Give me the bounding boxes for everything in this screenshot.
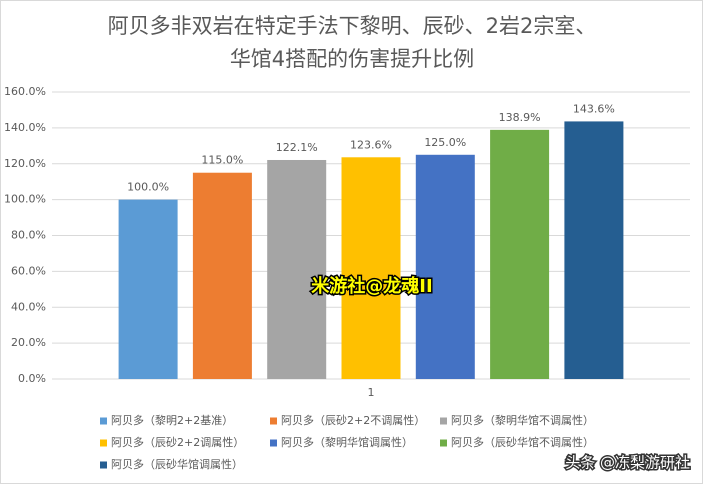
y-tick-label: 80.0% [11, 229, 46, 242]
data-label: 115.0% [201, 154, 243, 167]
data-label: 123.6% [350, 138, 392, 151]
legend-marker [270, 439, 277, 447]
legend-label: 阿贝多（辰砂华馆不调属性） [451, 435, 594, 449]
y-tick-label: 140.0% [4, 121, 46, 134]
y-tick-label: 100.0% [4, 193, 46, 206]
bar [192, 172, 252, 379]
bar [564, 121, 624, 379]
data-label: 122.1% [276, 141, 318, 154]
chart-title: 阿贝多非双岩在特定手法下黎明、辰砂、2岩2宗室、 [108, 14, 597, 38]
legend-label: 阿贝多（黎明华馆调属性） [281, 435, 413, 449]
legend-marker [100, 461, 107, 469]
bar [415, 154, 475, 379]
legend-label: 阿贝多（辰砂华馆调属性） [111, 457, 243, 471]
data-label: 100.0% [127, 181, 169, 194]
legend-marker [440, 417, 447, 425]
legend-label: 阿贝多（辰砂2+2不调属性） [281, 413, 425, 427]
bar [490, 129, 550, 379]
data-label: 125.0% [424, 136, 466, 149]
legend-marker [100, 439, 107, 447]
bar [118, 199, 178, 379]
y-tick-label: 20.0% [11, 336, 46, 349]
y-tick-label: 0.0% [18, 372, 46, 385]
y-tick-label: 120.0% [4, 157, 46, 170]
bar [341, 157, 401, 379]
data-label: 143.6% [573, 102, 615, 115]
data-label: 138.9% [499, 111, 541, 124]
legend-marker [100, 417, 107, 425]
x-tick-label: 1 [368, 386, 375, 399]
y-tick-label: 160.0% [4, 85, 46, 98]
legend-label: 阿贝多（黎明华馆不调属性） [451, 413, 594, 427]
legend-marker [270, 417, 277, 425]
watermark: 米游社@龙魂II [311, 275, 432, 297]
y-tick-label: 60.0% [11, 264, 46, 277]
chart-title: 华馆4搭配的伤害提升比例 [230, 47, 474, 71]
legend-label: 阿贝多（辰砂2+2调属性） [111, 435, 244, 449]
bar [267, 159, 327, 379]
watermark: 头条 @冻梨游研社 [565, 454, 690, 472]
legend-marker [440, 439, 447, 447]
legend-label: 阿贝多（黎明2+2基准） [111, 413, 233, 427]
y-tick-label: 40.0% [11, 300, 46, 313]
